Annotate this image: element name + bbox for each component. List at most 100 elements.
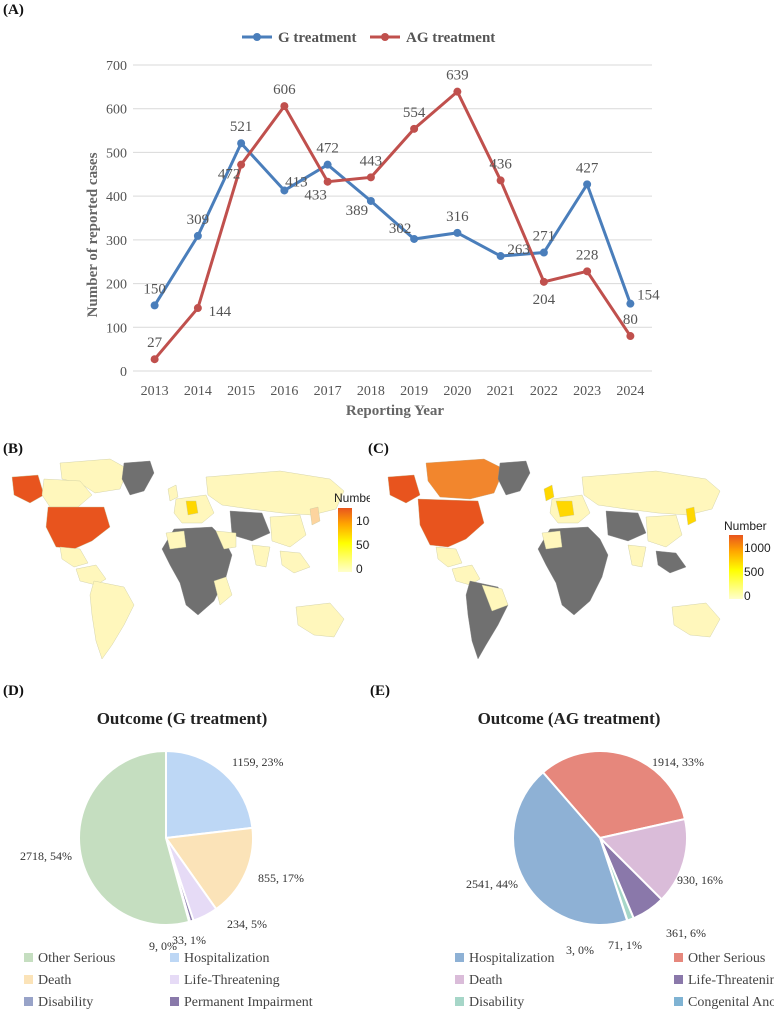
data-point bbox=[539, 248, 548, 257]
y-tick-label: 100 bbox=[106, 321, 127, 336]
legend-label: AG treatment bbox=[406, 30, 495, 46]
data-label: 554 bbox=[403, 105, 426, 121]
panel-label-d: (D) bbox=[3, 683, 24, 699]
data-label: 443 bbox=[360, 153, 383, 169]
panel-label-a: (A) bbox=[3, 2, 24, 18]
data-label: 521 bbox=[230, 119, 253, 135]
data-label: 302 bbox=[389, 221, 412, 237]
map-land bbox=[387, 458, 721, 660]
map-land bbox=[11, 458, 345, 660]
map-legend-tick: 1000 bbox=[356, 514, 370, 528]
data-label: 80 bbox=[623, 312, 638, 328]
legend-label: Hospitalization bbox=[184, 951, 270, 966]
legend-label: Death bbox=[38, 973, 71, 988]
legend-label: Life-Threatening bbox=[688, 973, 774, 988]
world-map-g-treatment: Number 1000 500 0 bbox=[11, 458, 370, 660]
map-legend-colorbar bbox=[338, 508, 352, 572]
data-label: 27 bbox=[147, 335, 163, 351]
data-label: 436 bbox=[489, 156, 512, 172]
x-tick-label: 2018 bbox=[357, 384, 385, 399]
data-label: 427 bbox=[576, 160, 599, 176]
slice-label: 855, 17% bbox=[258, 871, 304, 885]
data-point bbox=[539, 277, 548, 286]
slice-label: 234, 5% bbox=[227, 917, 267, 931]
data-label: 154 bbox=[637, 288, 660, 304]
legend-label: Hospitalization bbox=[469, 951, 555, 966]
map-legend-title: Number bbox=[724, 519, 767, 533]
data-label: 150 bbox=[143, 281, 166, 297]
pie-slice bbox=[78, 749, 191, 926]
world-map-ag-treatment: Number 1000 500 0 bbox=[387, 458, 771, 660]
legend-swatch bbox=[455, 953, 464, 962]
data-point bbox=[193, 231, 202, 240]
y-tick-label: 0 bbox=[120, 365, 127, 380]
data-label: 433 bbox=[304, 188, 327, 204]
x-tick-label: 2013 bbox=[141, 384, 169, 399]
legend-swatch bbox=[674, 953, 683, 962]
legend-label: Permanent Impairment bbox=[184, 995, 313, 1010]
data-label: 263 bbox=[507, 242, 530, 258]
legend-label: Life-Threatening bbox=[184, 973, 280, 988]
slice-label: 1914, 33% bbox=[652, 755, 704, 769]
data-point bbox=[626, 332, 635, 341]
data-point bbox=[410, 234, 419, 243]
legend-label: Other Serious bbox=[688, 951, 765, 966]
slice-label: 1159, 23% bbox=[232, 755, 284, 769]
x-tick-label: 2024 bbox=[616, 384, 644, 399]
line-chart: 0 100 200 300 400 500 600 700 2013 2014 2015 2016 2… bbox=[85, 30, 660, 419]
data-point bbox=[626, 299, 635, 308]
legend-marker bbox=[381, 33, 389, 41]
data-label: 204 bbox=[533, 292, 556, 308]
slice-label: 71, 1% bbox=[608, 938, 642, 952]
y-tick-label: 500 bbox=[106, 146, 127, 161]
data-label: 271 bbox=[533, 229, 556, 245]
y-tick-label: 300 bbox=[106, 234, 127, 249]
legend-swatch bbox=[674, 975, 683, 984]
panel-label-c: (C) bbox=[368, 441, 389, 457]
data-label: 316 bbox=[446, 209, 469, 225]
legend-swatch bbox=[674, 997, 683, 1006]
pie-slice bbox=[512, 770, 629, 926]
data-point bbox=[323, 177, 332, 186]
pie-title: Outcome (AG treatment) bbox=[478, 709, 661, 728]
series-line bbox=[153, 89, 632, 361]
data-point bbox=[453, 87, 462, 96]
legend-label: G treatment bbox=[278, 30, 356, 46]
slice-label: 930, 16% bbox=[677, 873, 723, 887]
map-legend-tick: 0 bbox=[356, 562, 363, 576]
data-point bbox=[366, 196, 375, 205]
pie-chart-ag-treatment: Outcome (AG treatment) 1914, 33% 930, 16%… bbox=[455, 709, 774, 1010]
series-line bbox=[153, 140, 632, 307]
map-legend-tick: 500 bbox=[744, 565, 764, 579]
data-label: 472 bbox=[316, 141, 339, 157]
x-tick-label: 2020 bbox=[443, 384, 471, 399]
x-tick-label: 2022 bbox=[530, 384, 558, 399]
data-label: 144 bbox=[209, 304, 232, 320]
x-tick-label: 2019 bbox=[400, 384, 428, 399]
panel-label-b: (B) bbox=[3, 441, 23, 457]
data-point bbox=[583, 267, 592, 276]
slice-label: 9, 0% bbox=[149, 939, 177, 953]
data-point bbox=[237, 139, 246, 148]
x-axis-title: Reporting Year bbox=[346, 403, 445, 419]
legend-label: Disability bbox=[38, 995, 93, 1010]
legend-swatch bbox=[24, 953, 33, 962]
legend-swatch bbox=[24, 997, 33, 1006]
slice-label: 2541, 44% bbox=[466, 877, 518, 891]
data-point bbox=[150, 355, 159, 364]
x-tick-label: 2015 bbox=[227, 384, 255, 399]
data-point bbox=[150, 301, 159, 310]
pie-title: Outcome (G treatment) bbox=[97, 709, 268, 728]
data-point bbox=[237, 160, 246, 169]
data-label: 606 bbox=[273, 82, 296, 98]
map-legend-tick: 0 bbox=[744, 589, 751, 603]
data-point bbox=[496, 252, 505, 261]
x-tick-label: 2023 bbox=[573, 384, 601, 399]
data-point bbox=[280, 102, 289, 111]
panel-label-e: (E) bbox=[370, 683, 390, 699]
data-label: 472 bbox=[218, 167, 241, 183]
map-legend-colorbar bbox=[729, 535, 743, 599]
pie-slice bbox=[541, 750, 687, 840]
pie-slice bbox=[164, 826, 254, 911]
legend-swatch bbox=[455, 975, 464, 984]
